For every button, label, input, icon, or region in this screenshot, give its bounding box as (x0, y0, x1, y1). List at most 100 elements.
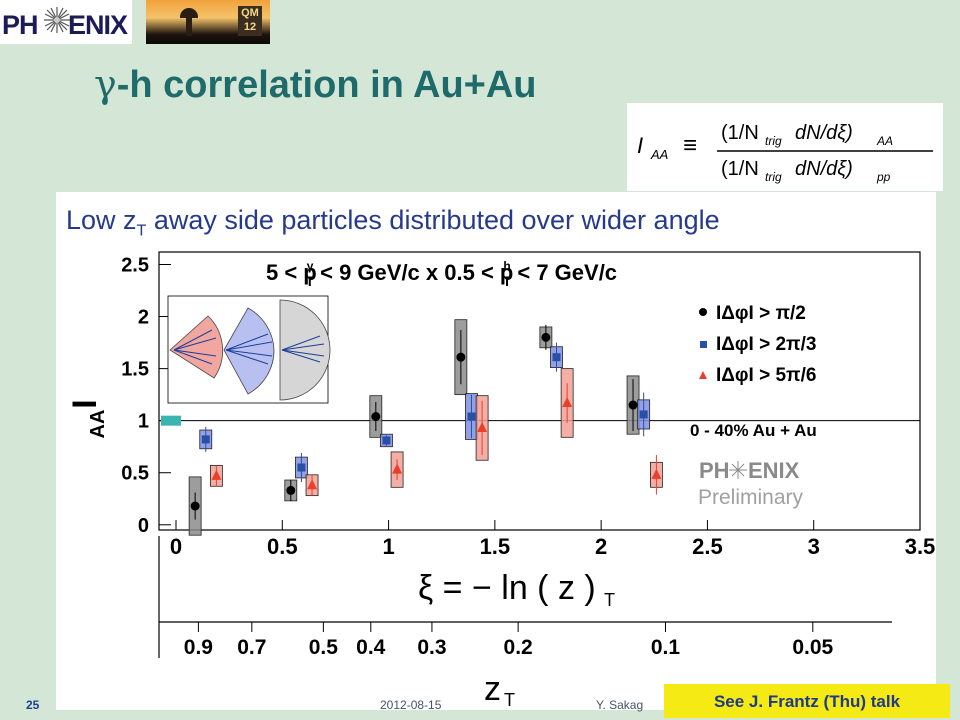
data-point-triangle (651, 468, 662, 479)
plot-panel: I AA 0 0.5 1 1.5 2 2.5 3 3.5 0 0.5 1 1.5 2 2.5 5 < pγ… (56, 238, 936, 710)
x-tick-label: 3.5 (905, 534, 936, 559)
slide-number: 25 (26, 698, 40, 712)
y-axis-label-sub: AA (87, 410, 109, 439)
data-point-square (639, 410, 648, 419)
data-point-circle (456, 352, 466, 362)
logo-burst-icon (44, 7, 70, 33)
data-point-triangle (211, 469, 222, 480)
legend-marker-triangle (699, 371, 707, 379)
x-tick-label: 2.5 (692, 534, 723, 559)
phenix-logo: PH ENIX (0, 0, 132, 44)
formula-num-sub: trig (765, 134, 782, 148)
y-axis-label: I (66, 399, 104, 408)
title-part-7: < 7 GeV/c (511, 260, 617, 285)
zt-tick-label: 0.3 (417, 636, 446, 659)
formula-den-mid: dN/dξ) (795, 158, 853, 180)
formula-lhs: I (637, 133, 643, 158)
cone-medium (223, 307, 275, 395)
data-point-triangle (562, 396, 573, 407)
zt-tick-label: 0.9 (184, 636, 213, 659)
y-tick-label: 2 (138, 307, 149, 329)
x-axis-label-sub: T (604, 590, 615, 610)
y-tick-label: 0.5 (121, 463, 149, 485)
cone-wide (279, 299, 331, 401)
zt-tick-label: 0.5 (309, 636, 339, 659)
data-point-square (467, 412, 476, 421)
data-point-square (201, 435, 210, 444)
data-point-triangle (307, 479, 318, 490)
chart-title: 5 < pγ T < 9 GeV/c x 0.5 < ph T < 7 GeV/c (266, 259, 617, 289)
formula-den-sub: trig (765, 170, 782, 184)
badge-top: QM (241, 7, 259, 19)
data-point-circle (371, 412, 381, 422)
x-tick-label: 3 (808, 534, 820, 559)
formula-lhs-sub: AA (650, 147, 668, 162)
title-gamma: γ (94, 62, 117, 106)
zt-tick-label: 0.1 (651, 636, 681, 659)
data-point-circle (628, 400, 638, 410)
legend-marker-circle (699, 308, 707, 316)
zt-tick-label: 0.7 (237, 636, 266, 659)
title-part-4: < 9 GeV/c x 0.5 < p (314, 260, 513, 285)
title-text: -h correlation in Au+Au (116, 64, 537, 106)
zt-tick-label: 0.05 (792, 636, 833, 659)
zt-axis-label-sub: T (504, 690, 515, 710)
x-tick-label: 1.5 (480, 534, 511, 559)
formula-svg: I AA ≡ (1/N trig dN/dξ) AA (1/N trig dN/… (637, 122, 933, 184)
badge-bottom: 12 (243, 21, 257, 33)
data-point-square (382, 436, 391, 445)
data-point-square (297, 463, 306, 472)
title-part-3: T (305, 273, 314, 289)
legend: IΔφI > π/2 IΔφI > 2π/3 IΔφI > 5π/6 (699, 303, 816, 386)
subtitle-sub: T (136, 222, 147, 240)
y-tick-label: 2.5 (121, 254, 149, 276)
footer-author: Y. Sakag (596, 698, 644, 712)
phenix-watermark: PH ENIX Preliminary (698, 458, 804, 509)
data-point-square (552, 353, 561, 362)
formula-num-mid: dN/dξ) (795, 122, 853, 144)
legend-label-3: IΔφI > 5π/6 (716, 365, 816, 386)
talk-reference-note: See J. Frantz (Thu) talk (664, 684, 950, 718)
watermark-right: ENIX (748, 458, 800, 483)
slide-title: γ-h correlation in Au+Au (94, 62, 537, 107)
zt-axis-label: z (484, 670, 501, 708)
title-part-5: h (503, 259, 510, 273)
watermark-left: PH (699, 458, 730, 483)
legend-marker-square (700, 341, 707, 348)
data-point-circle (541, 332, 551, 342)
conference-photo: QM 12 (146, 0, 270, 44)
conference-badge: QM 12 (238, 6, 262, 36)
formula-den-post-sub: pp (876, 170, 891, 184)
watermark-preliminary: Preliminary (698, 486, 804, 509)
formula-equiv: ≡ (683, 132, 697, 159)
zt-tick-label: 0.4 (356, 636, 386, 659)
legend-label-1: IΔφI > π/2 (716, 303, 806, 324)
x-tick-label: 0 (170, 534, 182, 559)
iaa-chart: I AA 0 0.5 1 1.5 2 2.5 3 3.5 0 0.5 1 1.5 2 2.5 5 < pγ… (66, 251, 936, 710)
y-tick-label: 1.5 (121, 359, 149, 381)
y-tick-label: 1 (138, 411, 149, 433)
zt-tick-label: 0.2 (504, 636, 533, 659)
logo-text-right: ENIX (68, 10, 128, 40)
x-tick-label: 2 (595, 534, 607, 559)
data-point-circle (286, 485, 296, 495)
photo-dome (180, 8, 198, 18)
plot-frame (158, 251, 921, 531)
title-part-1: 5 < p (266, 260, 317, 285)
logo-text-left: PH (2, 10, 39, 40)
data-point-triangle (392, 463, 403, 474)
footer-date: 2012-08-15 (380, 698, 442, 712)
subtitle-pre: Low z (66, 205, 137, 235)
y-tick-label: 0 (138, 515, 149, 537)
x-axis-label: ξ = − ln ( z ) (418, 569, 596, 607)
y-axis-label-sub-group: AA (87, 410, 109, 439)
slide-subtitle: Low zT away side particles distributed o… (56, 192, 936, 240)
iaa-formula: I AA ≡ (1/N trig dN/dξ) AA (1/N trig dN/… (627, 103, 943, 191)
formula-denominator: (1/N (721, 158, 759, 180)
angular-cone-inset (167, 295, 331, 404)
formula-numerator: (1/N (721, 122, 759, 144)
title-part-6: T (503, 273, 512, 289)
data-point-circle (190, 501, 200, 511)
title-part-2: γ (307, 259, 314, 273)
cone-arrows (173, 329, 325, 365)
